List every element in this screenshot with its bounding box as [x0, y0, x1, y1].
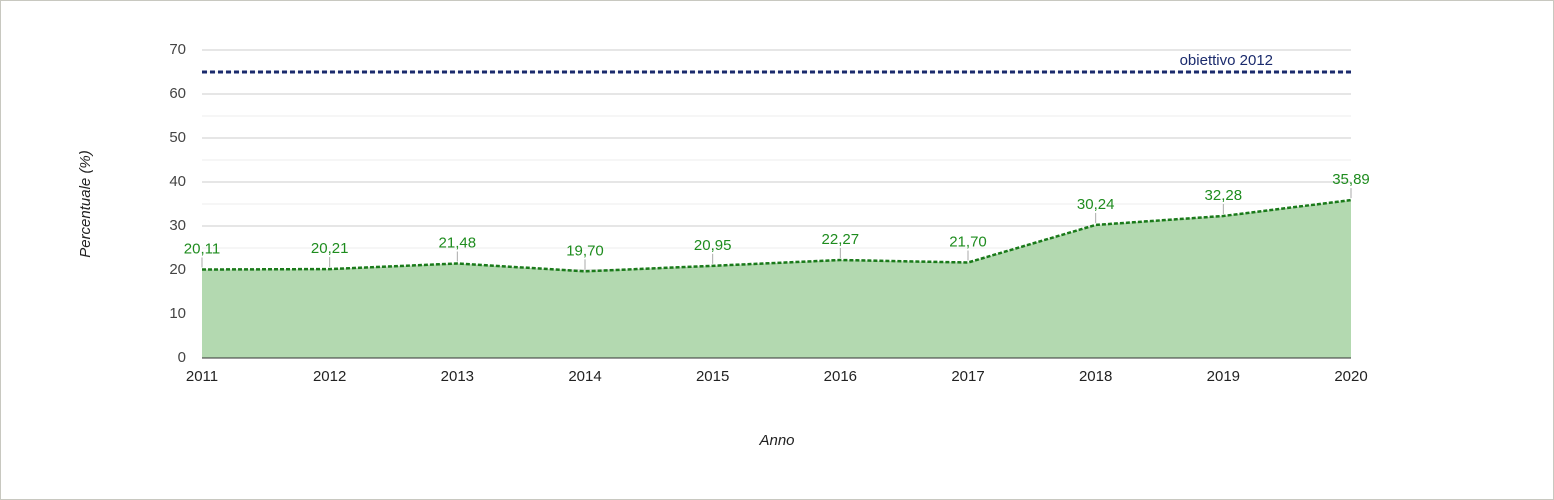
data-label: 30,24: [1077, 196, 1115, 213]
data-label: 21,48: [439, 234, 477, 251]
y-tick-label: 10: [169, 305, 186, 322]
data-label: 21,70: [949, 233, 987, 250]
y-tick-label: 60: [169, 85, 186, 102]
y-tick-label: 0: [178, 349, 186, 366]
y-tick-label: 70: [169, 41, 186, 58]
line: [201, 198, 1352, 273]
x-tick-label: 2017: [951, 368, 984, 385]
data-label: 20,95: [694, 237, 732, 254]
area: [202, 200, 1351, 358]
y-tick-label: 20: [169, 261, 186, 278]
y-tick-label: 40: [169, 173, 186, 190]
data-label: 22,27: [822, 231, 860, 248]
y-axis-title: Percentuale (%): [77, 150, 94, 258]
x-axis-title: Anno: [758, 432, 794, 449]
x-tick-label: 2019: [1207, 368, 1240, 385]
y-tick-label: 50: [169, 129, 186, 146]
x-tick-label: 2015: [696, 368, 729, 385]
x-tick-label: 2020: [1334, 368, 1367, 385]
data-label: 20,11: [184, 240, 220, 257]
data-label: 32,28: [1205, 187, 1243, 204]
reference-label: obiettivo 2012: [1180, 52, 1273, 69]
data-label: 19,70: [566, 242, 604, 259]
x-tick-label: 2012: [313, 368, 346, 385]
x-tick-label: 2018: [1079, 368, 1112, 385]
x-tick-label: 2014: [568, 368, 601, 385]
x-tick-label: 2013: [441, 368, 474, 385]
y-tick-label: 30: [169, 217, 186, 234]
data-label: 35,89: [1332, 171, 1370, 188]
x-tick-label: 2016: [824, 368, 857, 385]
data-label: 20,21: [311, 240, 349, 257]
x-tick-label: 2011: [186, 368, 218, 385]
